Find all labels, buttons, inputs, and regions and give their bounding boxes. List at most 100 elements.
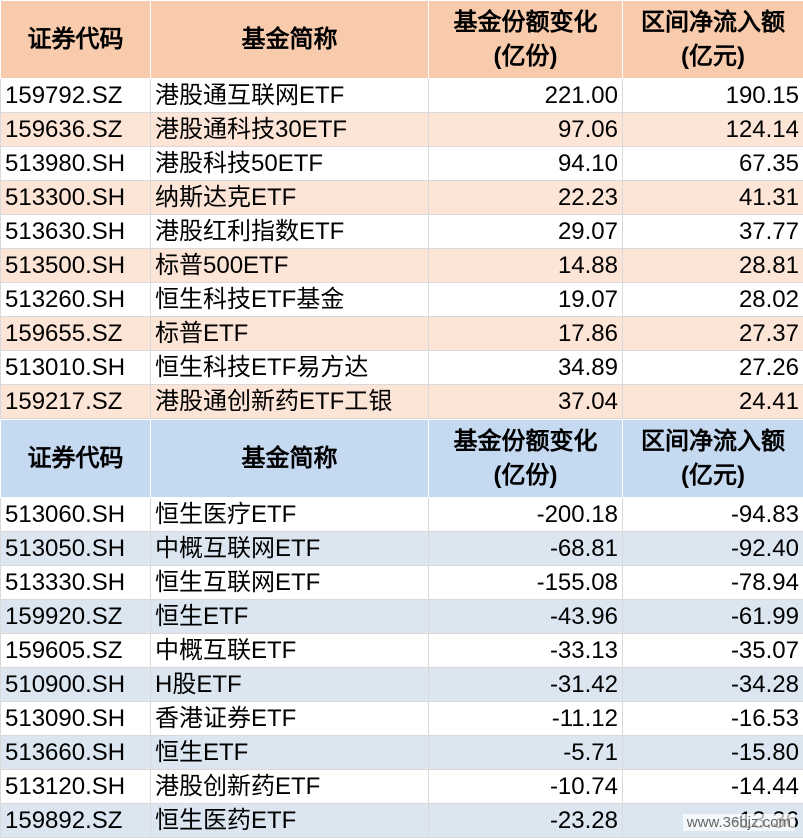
cell: 159217.SZ bbox=[1, 385, 151, 419]
cell: -94.83 bbox=[623, 498, 803, 532]
header-cell: 证券代码 bbox=[1, 420, 151, 498]
cell: 港股创新药ETF bbox=[151, 770, 429, 804]
cell: -16.53 bbox=[623, 702, 803, 736]
cell: 513660.SH bbox=[1, 736, 151, 770]
header-cell: 基金简称 bbox=[151, 420, 429, 498]
cell: 27.26 bbox=[623, 351, 803, 385]
cell: 41.31 bbox=[623, 181, 803, 215]
header-text: 区间净流入额 bbox=[627, 425, 799, 459]
cell: 27.37 bbox=[623, 317, 803, 351]
header-text: 基金份额变化 bbox=[433, 6, 618, 40]
header-row: 证券代码基金简称基金份额变化(亿份)区间净流入额(亿元) bbox=[1, 420, 803, 498]
cell: -34.28 bbox=[623, 668, 803, 702]
cell: 28.02 bbox=[623, 283, 803, 317]
cell: 纳斯达克ETF bbox=[151, 181, 429, 215]
cell: 24.41 bbox=[623, 385, 803, 419]
cell: 37.77 bbox=[623, 215, 803, 249]
cell: 22.23 bbox=[429, 181, 623, 215]
cell: -14.44 bbox=[623, 770, 803, 804]
cell: 124.14 bbox=[623, 113, 803, 147]
cell: 中概互联网ETF bbox=[151, 532, 429, 566]
cell: 94.10 bbox=[429, 147, 623, 181]
cell: 恒生ETF bbox=[151, 600, 429, 634]
cell: 510900.SH bbox=[1, 668, 151, 702]
cell: -92.40 bbox=[623, 532, 803, 566]
cell: -31.42 bbox=[429, 668, 623, 702]
header-cell: 区间净流入额(亿元) bbox=[623, 420, 803, 498]
cell: 513330.SH bbox=[1, 566, 151, 600]
cell: 恒生医药ETF bbox=[151, 804, 429, 838]
cell: 190.15 bbox=[623, 79, 803, 113]
cell: -200.18 bbox=[429, 498, 623, 532]
cell: -11.12 bbox=[429, 702, 623, 736]
header-cell: 区间净流入额(亿元) bbox=[623, 1, 803, 79]
cell: 28.81 bbox=[623, 249, 803, 283]
cell: 中概互联ETF bbox=[151, 634, 429, 668]
cell: -33.13 bbox=[429, 634, 623, 668]
cell: -5.71 bbox=[429, 736, 623, 770]
cell: 恒生科技ETF易方达 bbox=[151, 351, 429, 385]
cell: 513050.SH bbox=[1, 532, 151, 566]
cell: 159655.SZ bbox=[1, 317, 151, 351]
cell: 513300.SH bbox=[1, 181, 151, 215]
cell: -15.80 bbox=[623, 736, 803, 770]
cell: 29.07 bbox=[429, 215, 623, 249]
cell: 港股通创新药ETF工银 bbox=[151, 385, 429, 419]
cell: -155.08 bbox=[429, 566, 623, 600]
watermark: www.36bjz.com bbox=[683, 814, 795, 831]
cell: 221.00 bbox=[429, 79, 623, 113]
cell: 港股通互联网ETF bbox=[151, 79, 429, 113]
cell: -23.28 bbox=[429, 804, 623, 838]
cell: 159605.SZ bbox=[1, 634, 151, 668]
cell: 恒生ETF bbox=[151, 736, 429, 770]
cell: 513500.SH bbox=[1, 249, 151, 283]
cell: 159892.SZ bbox=[1, 804, 151, 838]
cell: 513060.SH bbox=[1, 498, 151, 532]
header-cell: 证券代码 bbox=[1, 1, 151, 79]
cell: 17.86 bbox=[429, 317, 623, 351]
header-text: (亿元) bbox=[627, 459, 799, 493]
cell: 34.89 bbox=[429, 351, 623, 385]
cell: 标普ETF bbox=[151, 317, 429, 351]
header-cell: 基金简称 bbox=[151, 1, 429, 79]
header-text: 基金份额变化 bbox=[433, 425, 618, 459]
cell: 香港证券ETF bbox=[151, 702, 429, 736]
cell: -61.99 bbox=[623, 600, 803, 634]
cell: 港股通科技30ETF bbox=[151, 113, 429, 147]
cell: 港股红利指数ETF bbox=[151, 215, 429, 249]
cell: 513120.SH bbox=[1, 770, 151, 804]
header-text: (亿元) bbox=[627, 40, 799, 74]
header-text: 区间净流入额 bbox=[627, 6, 799, 40]
cell: 513260.SH bbox=[1, 283, 151, 317]
cell: 97.06 bbox=[429, 113, 623, 147]
cell: -10.74 bbox=[429, 770, 623, 804]
cell: 标普500ETF bbox=[151, 249, 429, 283]
cell: 159792.SZ bbox=[1, 79, 151, 113]
cell: 19.07 bbox=[429, 283, 623, 317]
cell: -68.81 bbox=[429, 532, 623, 566]
cell: 513010.SH bbox=[1, 351, 151, 385]
header-cell: 基金份额变化(亿份) bbox=[429, 1, 623, 79]
cell: -78.94 bbox=[623, 566, 803, 600]
cell: 14.88 bbox=[429, 249, 623, 283]
